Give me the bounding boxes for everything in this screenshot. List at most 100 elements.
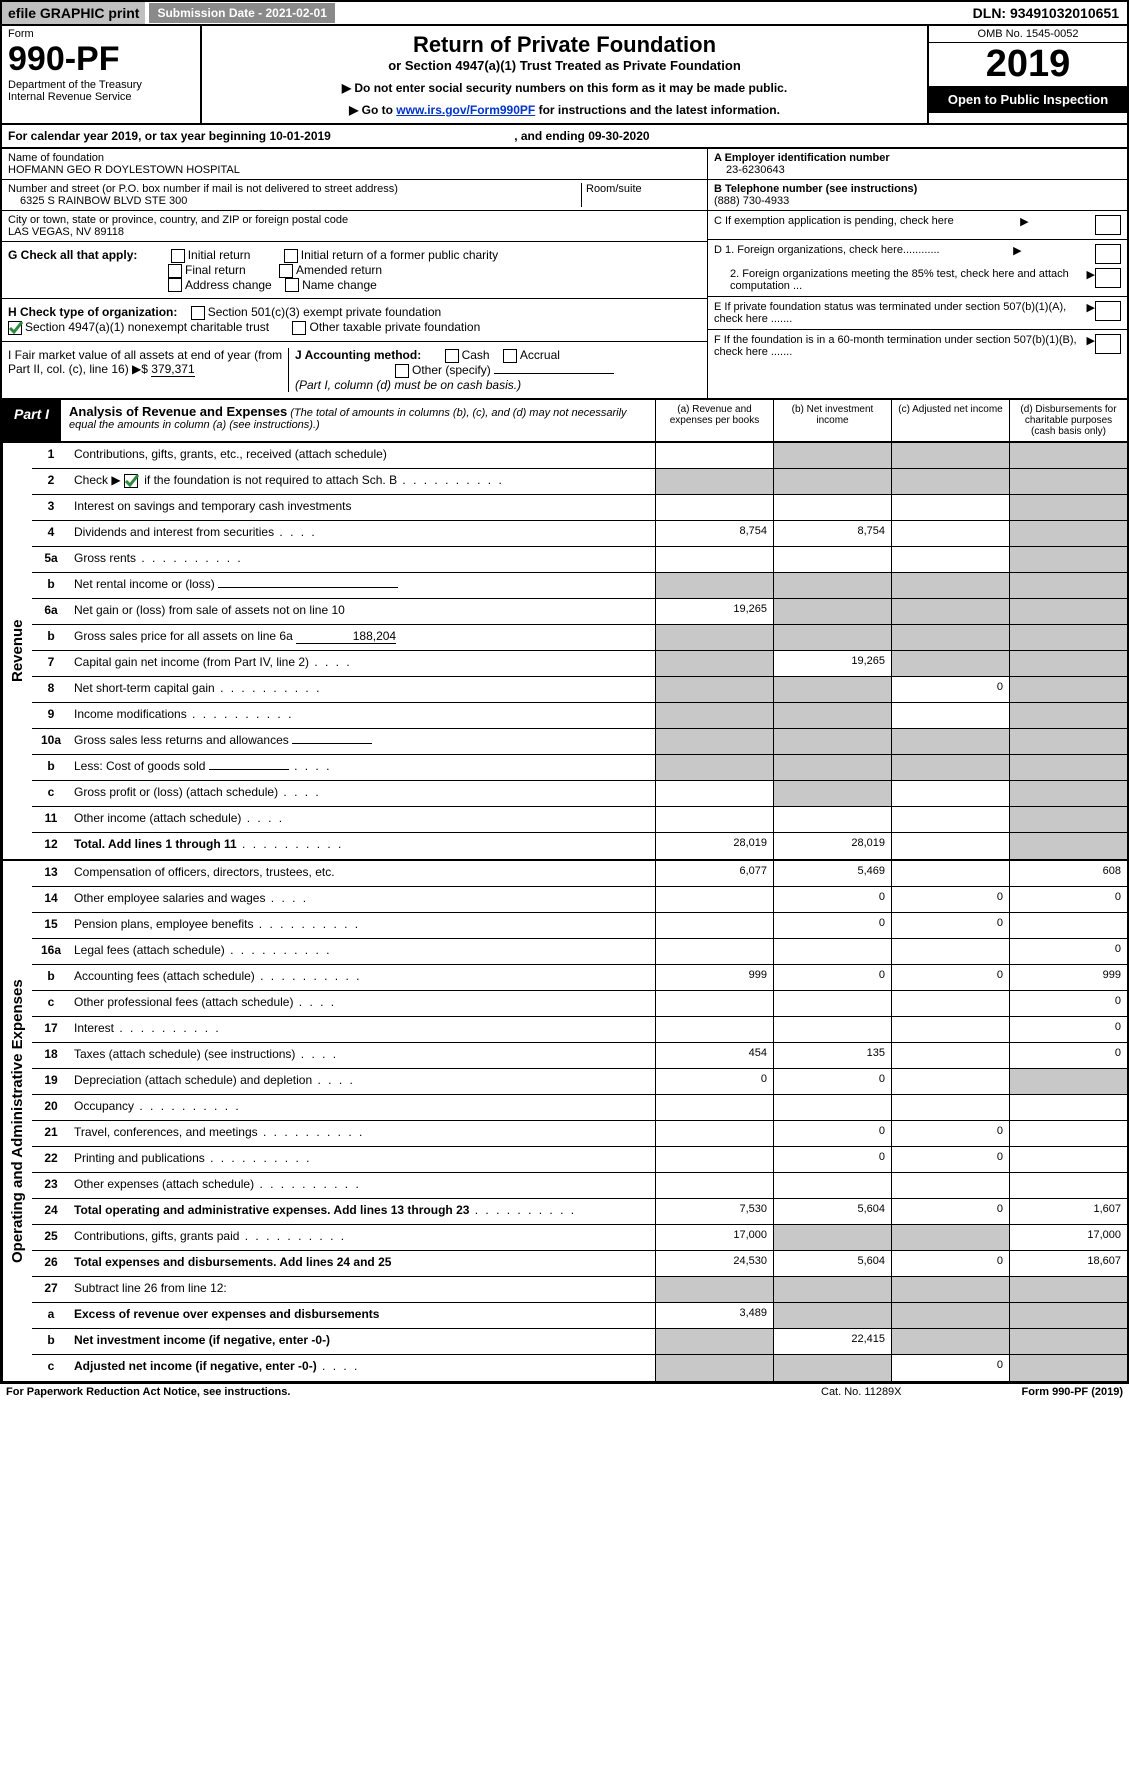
- col-b: (b) Net investment income: [773, 400, 891, 441]
- d2: 2. Foreign organizations meeting the 85%…: [714, 268, 1087, 292]
- row-20: 20Occupancy: [32, 1095, 1127, 1121]
- col-a: (a) Revenue and expenses per books: [655, 400, 773, 441]
- expense-section: Operating and Administrative Expenses 13…: [0, 861, 1129, 1383]
- form-header: Form 990-PF Department of the Treasury I…: [0, 26, 1129, 125]
- d2-box[interactable]: [1095, 268, 1121, 288]
- chk-amended[interactable]: [279, 264, 293, 278]
- row-12: 12Total. Add lines 1 through 1128,01928,…: [32, 833, 1127, 859]
- row-26: 26Total expenses and disbursements. Add …: [32, 1251, 1127, 1277]
- j-label: J Accounting method:: [295, 348, 421, 362]
- i-label: I Fair market value of all assets at end…: [8, 348, 282, 376]
- d1-box[interactable]: [1095, 244, 1121, 264]
- name-cell: Name of foundation HOFMANN GEO R DOYLEST…: [2, 149, 707, 180]
- c-item: C If exemption application is pending, c…: [708, 211, 1127, 240]
- row-1: 1Contributions, gifts, grants, etc., rec…: [32, 443, 1127, 469]
- entity-info: Name of foundation HOFMANN GEO R DOYLEST…: [0, 149, 1129, 400]
- header-mid: Return of Private Foundation or Section …: [202, 26, 927, 123]
- expense-label: Operating and Administrative Expenses: [2, 861, 32, 1381]
- info-left: Name of foundation HOFMANN GEO R DOYLEST…: [2, 149, 707, 398]
- chk-other[interactable]: [395, 364, 409, 378]
- row-18: 18Taxes (attach schedule) (see instructi…: [32, 1043, 1127, 1069]
- cal-mid: , and ending: [514, 129, 588, 143]
- row-5b: bNet rental income or (loss): [32, 573, 1127, 599]
- phone: (888) 730-4933: [714, 195, 789, 207]
- footer-mid: Cat. No. 11289X: [821, 1386, 902, 1398]
- col-headers: (a) Revenue and expenses per books (b) N…: [655, 400, 1127, 441]
- e-box[interactable]: [1095, 301, 1121, 321]
- header-left: Form 990-PF Department of the Treasury I…: [2, 26, 202, 123]
- chk-final[interactable]: [168, 264, 182, 278]
- cal-pre: For calendar year 2019, or tax year begi…: [8, 129, 269, 143]
- chk-sch-b[interactable]: [124, 474, 138, 488]
- row-27b: bNet investment income (if negative, ent…: [32, 1329, 1127, 1355]
- row-10a: 10aGross sales less returns and allowanc…: [32, 729, 1127, 755]
- note1: ▶ Do not enter social security numbers o…: [210, 81, 919, 95]
- chk-initial-former[interactable]: [284, 249, 298, 263]
- cal-begin: 10-01-2019: [269, 129, 330, 143]
- j-note: (Part I, column (d) must be on cash basi…: [295, 378, 521, 392]
- row-27a: aExcess of revenue over expenses and dis…: [32, 1303, 1127, 1329]
- row-25: 25Contributions, gifts, grants paid17,00…: [32, 1225, 1127, 1251]
- row-8: 8Net short-term capital gain0: [32, 677, 1127, 703]
- row-9: 9Income modifications: [32, 703, 1127, 729]
- dept1: Department of the Treasury: [8, 79, 194, 91]
- row-19: 19Depreciation (attach schedule) and dep…: [32, 1069, 1127, 1095]
- top-bar: efile GRAPHIC print Submission Date - 20…: [0, 0, 1129, 26]
- e-label: E If private foundation status was termi…: [714, 301, 1087, 325]
- note2: ▶ Go to www.irs.gov/Form990PF for instru…: [210, 103, 919, 117]
- ij-block: I Fair market value of all assets at end…: [2, 342, 707, 398]
- addr: 6325 S RAINBOW BLVD STE 300: [8, 195, 581, 207]
- chk-501c3[interactable]: [191, 306, 205, 320]
- row-16c: cOther professional fees (attach schedul…: [32, 991, 1127, 1017]
- g-checks: G Check all that apply: Initial return I…: [2, 242, 707, 299]
- name-label: Name of foundation: [8, 152, 701, 164]
- revenue-section: Revenue 1Contributions, gifts, grants, e…: [0, 443, 1129, 861]
- part1-label: Part I: [2, 400, 61, 441]
- f-box[interactable]: [1095, 334, 1121, 354]
- row-11: 11Other income (attach schedule): [32, 807, 1127, 833]
- expense-rows: 13Compensation of officers, directors, t…: [32, 861, 1127, 1381]
- part1-title: Analysis of Revenue and Expenses: [69, 404, 287, 419]
- row-17: 17Interest0: [32, 1017, 1127, 1043]
- form-label: Form: [8, 28, 194, 40]
- row-24: 24Total operating and administrative exp…: [32, 1199, 1127, 1225]
- revenue-rows: 1Contributions, gifts, grants, etc., rec…: [32, 443, 1127, 859]
- phone-cell: B Telephone number (see instructions) (8…: [708, 180, 1127, 211]
- chk-accrual[interactable]: [503, 349, 517, 363]
- c-label: C If exemption application is pending, c…: [714, 215, 954, 227]
- row-6a: 6aNet gain or (loss) from sale of assets…: [32, 599, 1127, 625]
- revenue-label: Revenue: [2, 443, 32, 859]
- chk-initial[interactable]: [171, 249, 185, 263]
- foundation-name: HOFMANN GEO R DOYLESTOWN HOSPITAL: [8, 164, 701, 176]
- chk-name-change[interactable]: [285, 278, 299, 292]
- city-label: City or town, state or province, country…: [8, 214, 701, 226]
- row-27c: cAdjusted net income (if negative, enter…: [32, 1355, 1127, 1381]
- chk-4947[interactable]: [8, 321, 22, 335]
- row-6b: bGross sales price for all assets on lin…: [32, 625, 1127, 651]
- d1: D 1. Foreign organizations, check here..…: [714, 244, 940, 264]
- c-box[interactable]: [1095, 215, 1121, 235]
- row-7: 7Capital gain net income (from Part IV, …: [32, 651, 1127, 677]
- city: LAS VEGAS, NV 89118: [8, 226, 701, 238]
- form-title: Return of Private Foundation: [210, 32, 919, 58]
- row-27: 27Subtract line 26 from line 12:: [32, 1277, 1127, 1303]
- d-item: D 1. Foreign organizations, check here..…: [708, 240, 1127, 297]
- dept2: Internal Revenue Service: [8, 91, 194, 103]
- footer-left: For Paperwork Reduction Act Notice, see …: [6, 1386, 290, 1398]
- col-c: (c) Adjusted net income: [891, 400, 1009, 441]
- omb: OMB No. 1545-0052: [929, 26, 1127, 43]
- ein-cell: A Employer identification number 23-6230…: [708, 149, 1127, 180]
- chk-addr-change[interactable]: [168, 278, 182, 292]
- row-3: 3Interest on savings and temporary cash …: [32, 495, 1127, 521]
- e-item: E If private foundation status was termi…: [708, 297, 1127, 330]
- chk-other-tax[interactable]: [292, 321, 306, 335]
- row-5a: 5aGross rents: [32, 547, 1127, 573]
- footer-right: Form 990-PF (2019): [1022, 1386, 1123, 1398]
- part1-header: Part I Analysis of Revenue and Expenses …: [0, 400, 1129, 443]
- row-15: 15Pension plans, employee benefits00: [32, 913, 1127, 939]
- chk-cash[interactable]: [445, 349, 459, 363]
- note2-link[interactable]: www.irs.gov/Form990PF: [396, 103, 535, 117]
- submission-date: Submission Date - 2021-02-01: [149, 3, 334, 23]
- addr-label: Number and street (or P.O. box number if…: [8, 183, 581, 195]
- g-label: G Check all that apply:: [8, 248, 137, 262]
